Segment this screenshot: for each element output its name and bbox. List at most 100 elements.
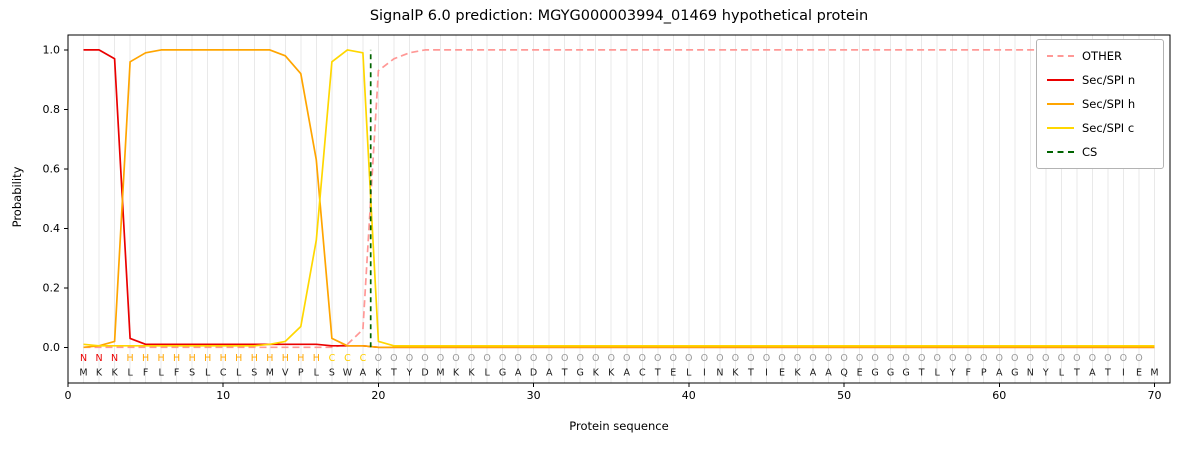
region-letter: N	[80, 353, 87, 364]
region-letter: O	[623, 353, 630, 364]
sequence-letter: P	[981, 368, 987, 379]
region-letter: O	[1073, 353, 1080, 364]
sequence-letter: L	[236, 368, 242, 379]
x-tick-label: 70	[1148, 389, 1162, 402]
region-letter: O	[1089, 353, 1096, 364]
legend-label: Sec/SPI c	[1082, 121, 1135, 135]
region-letter: O	[732, 353, 739, 364]
legend-entry-cs: CS	[1047, 144, 1153, 160]
sequence-letter: Y	[1042, 368, 1049, 379]
region-letter: O	[670, 353, 677, 364]
sequence-letter: T	[918, 368, 925, 379]
region-letter: H	[220, 353, 227, 364]
sequence-letter: A	[546, 368, 553, 379]
region-letter: O	[794, 353, 801, 364]
sequence-letter: L	[1059, 368, 1065, 379]
legend-label: Sec/SPI n	[1082, 73, 1136, 87]
region-letter: O	[918, 353, 925, 364]
region-letter: O	[887, 353, 894, 364]
sequence-letter: A	[624, 368, 631, 379]
legend-label: OTHER	[1082, 49, 1122, 63]
sequence-letter: C	[639, 368, 646, 379]
region-letter: O	[452, 353, 459, 364]
region-letter: O	[747, 353, 754, 364]
legend-entry-sec-spi-c: Sec/SPI c	[1047, 120, 1153, 136]
region-letter: O	[902, 353, 909, 364]
region-letter: C	[360, 353, 367, 364]
region-letter: O	[980, 353, 987, 364]
x-tick-label: 30	[527, 389, 541, 402]
region-letter: H	[313, 353, 320, 364]
y-tick-label: 0.4	[43, 222, 61, 235]
region-letter: H	[142, 353, 149, 364]
sequence-letter: K	[96, 368, 103, 379]
sequence-letter: M	[79, 368, 87, 379]
y-axis-label: Probability	[10, 166, 24, 228]
region-letter: O	[390, 353, 397, 364]
sequence-letter: E	[857, 368, 863, 379]
region-letter: O	[1011, 353, 1018, 364]
sequence-letter: S	[251, 368, 257, 379]
sequence-letter: L	[935, 368, 941, 379]
legend-entry-other: OTHER	[1047, 48, 1153, 64]
sequence-letter: K	[468, 368, 475, 379]
sequence-letter: L	[314, 368, 320, 379]
sequence-letter: Q	[840, 368, 847, 379]
sequence-letter: Y	[406, 368, 413, 379]
region-letter: O	[933, 353, 940, 364]
sequence-letter: W	[343, 368, 353, 379]
region-letter: O	[716, 353, 723, 364]
region-letter: C	[344, 353, 351, 364]
sequence-letter: G	[1011, 368, 1018, 379]
sequence-letter: N	[716, 368, 723, 379]
sequence-letter: D	[530, 368, 537, 379]
region-letter: O	[561, 353, 568, 364]
region-letter: O	[949, 353, 956, 364]
legend-label: CS	[1082, 145, 1098, 159]
region-letter: O	[825, 353, 832, 364]
legend-line-sample	[1047, 79, 1074, 81]
region-letter: O	[1104, 353, 1111, 364]
y-tick-label: 0.2	[43, 281, 61, 294]
sequence-letter: V	[282, 368, 289, 379]
sequence-letter: Y	[949, 368, 956, 379]
sequence-letter: K	[732, 368, 739, 379]
region-letter: O	[592, 353, 599, 364]
region-letter: O	[1120, 353, 1127, 364]
series-line-other	[83, 49, 1155, 349]
sequence-letter: A	[810, 368, 817, 379]
region-letter: O	[778, 353, 785, 364]
sequence-letter: M	[436, 368, 444, 379]
sequence-letter: G	[577, 368, 584, 379]
region-letter: H	[266, 353, 273, 364]
sequence-letter: A	[360, 368, 367, 379]
sequence-letter: I	[1122, 368, 1125, 379]
region-letter: O	[375, 353, 382, 364]
sequence-letter: G	[871, 368, 878, 379]
sequence-letter: K	[453, 368, 460, 379]
sequence-letter: S	[329, 368, 335, 379]
sequence-letter: F	[965, 368, 970, 379]
legend-label: Sec/SPI h	[1082, 97, 1136, 111]
plot-frame	[67, 34, 1171, 384]
region-letter: H	[189, 353, 196, 364]
sequence-letter: A	[1089, 368, 1096, 379]
region-letter: H	[297, 353, 304, 364]
sequence-letter: I	[703, 368, 706, 379]
region-letter: N	[111, 353, 118, 364]
sequence-letter: L	[484, 368, 490, 379]
region-letter: O	[483, 353, 490, 364]
region-letter: H	[282, 353, 289, 364]
region-letter: O	[406, 353, 413, 364]
legend-entry-sec-spi-h: Sec/SPI h	[1047, 96, 1153, 112]
region-letter: O	[421, 353, 428, 364]
region-letter: O	[654, 353, 661, 364]
sequence-letter: K	[111, 368, 118, 379]
sequence-letter: F	[143, 368, 148, 379]
region-letter: H	[158, 353, 165, 364]
region-letter: O	[856, 353, 863, 364]
legend-line-sample	[1047, 127, 1074, 129]
region-letter: H	[127, 353, 134, 364]
y-tick-label: 0.0	[43, 341, 61, 354]
